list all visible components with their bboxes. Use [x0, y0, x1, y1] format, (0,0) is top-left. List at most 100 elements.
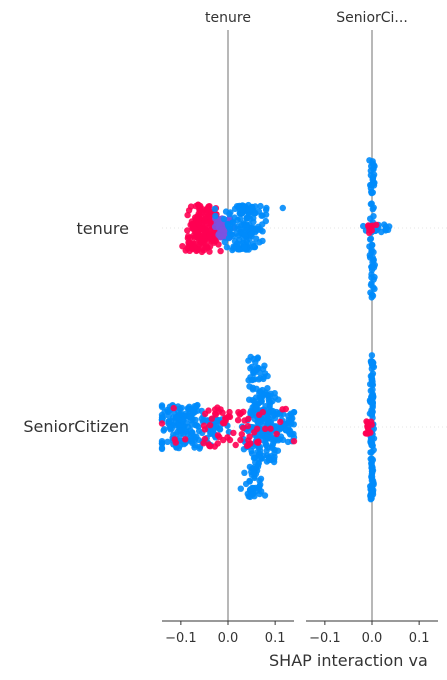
shap-dot: [231, 237, 239, 245]
shap-dot: [243, 221, 250, 228]
shap-dot: [370, 213, 377, 220]
shap-dot: [258, 212, 265, 219]
shap-dot: [262, 441, 270, 448]
shap-dot: [170, 404, 177, 412]
shap-dot: [161, 408, 168, 415]
shap-dot: [190, 232, 197, 239]
shap-dot: [251, 429, 258, 436]
shap-dot: [263, 204, 270, 212]
shap-dot: [290, 438, 298, 445]
x-tick-label: −0.1: [309, 631, 341, 646]
shap-dot: [211, 205, 219, 213]
shap-dot: [382, 227, 389, 234]
shap-dot: [176, 405, 184, 412]
shap-dot: [184, 235, 192, 242]
shap-dot: [259, 221, 266, 228]
shap-dot: [265, 409, 272, 416]
shap-dot: [187, 432, 195, 439]
shap-dot: [158, 420, 166, 427]
shap-dot: [290, 421, 297, 428]
shap-dot: [369, 254, 376, 261]
shap-dot: [196, 445, 203, 452]
shap-dot: [265, 456, 272, 464]
y-label-tenure: tenure: [77, 219, 129, 238]
shap-dot: [191, 404, 199, 412]
shap-dot: [222, 414, 229, 422]
shap-dot: [279, 406, 286, 413]
x-axis-panel-tenure: −0.1 0.0 0.1: [162, 620, 294, 646]
shap-dot: [204, 238, 211, 245]
shap-dot: [257, 202, 264, 210]
shap-dot: [158, 445, 166, 453]
shap-dot: [368, 376, 375, 383]
shap-dot: [220, 215, 228, 223]
shap-dot: [276, 436, 283, 443]
shap-dot: [368, 462, 375, 469]
shap-dot: [248, 205, 255, 212]
shap-dot: [368, 407, 375, 414]
shap-dot: [190, 240, 197, 247]
shap-dot: [255, 485, 263, 492]
shap-dot: [171, 436, 178, 443]
shap-dot: [368, 274, 375, 281]
shap-dot: [368, 442, 375, 449]
shap-dot: [233, 230, 240, 237]
shap-dot: [256, 477, 263, 484]
shap-dot: [241, 244, 248, 251]
shap-dot: [230, 429, 237, 437]
panel-title-tenure: tenure: [205, 10, 251, 26]
x-tick-label: 0.0: [218, 631, 239, 646]
x-axis-label: SHAP interaction va: [269, 651, 428, 670]
shap-dot: [226, 226, 234, 233]
shap-dot: [259, 408, 266, 416]
shap-dot: [191, 442, 199, 449]
shap-dot: [285, 417, 292, 424]
shap-dot: [237, 485, 244, 492]
shap-dot: [252, 470, 260, 478]
shap-dot: [200, 247, 207, 254]
shap-dot: [267, 418, 275, 425]
shap-dot: [188, 421, 196, 428]
shap-dot: [367, 281, 375, 289]
shap-dot: [216, 221, 223, 228]
x-tick-label: 0.0: [362, 631, 383, 646]
shap-dot: [284, 438, 292, 446]
shap-dot: [368, 448, 375, 456]
shap-dot: [194, 246, 201, 254]
shap-dot: [180, 440, 188, 448]
shap-dot: [249, 397, 256, 404]
shap-dot: [276, 424, 283, 431]
shap-dot: [256, 455, 263, 463]
shap-dot: [246, 477, 253, 485]
shap-dot: [216, 426, 224, 433]
shap-dot: [244, 422, 251, 430]
shap-dot: [248, 230, 255, 238]
shap-dot: [267, 433, 275, 440]
shap-dot: [267, 425, 274, 432]
shap-dot: [243, 215, 251, 222]
shap-dot: [196, 204, 204, 211]
shap-dot: [175, 422, 182, 430]
shap-dot: [251, 454, 259, 462]
shap-dot: [369, 370, 377, 377]
shap-dot: [271, 438, 278, 445]
shap-dot: [368, 468, 376, 475]
shap-dot: [205, 407, 212, 414]
shap-dot: [211, 443, 218, 450]
shap-dot: [222, 208, 230, 215]
shap-dot: [193, 433, 200, 440]
shap-dot: [160, 427, 167, 434]
x-tick-label: 0.1: [409, 631, 430, 646]
shap-dot: [260, 375, 267, 383]
shap-dot: [198, 209, 205, 217]
shap-dot: [219, 409, 226, 416]
shap-dot: [262, 425, 269, 432]
shap-dot: [251, 243, 258, 251]
shap-dot: [254, 354, 261, 361]
y-label-seniorcitizen: SeniorCitizen: [23, 417, 129, 436]
shap-dot: [366, 229, 373, 236]
shap-dot: [248, 484, 256, 492]
shap-dot: [158, 402, 166, 409]
shap-dot: [201, 426, 209, 433]
shap-dot: [370, 173, 377, 180]
